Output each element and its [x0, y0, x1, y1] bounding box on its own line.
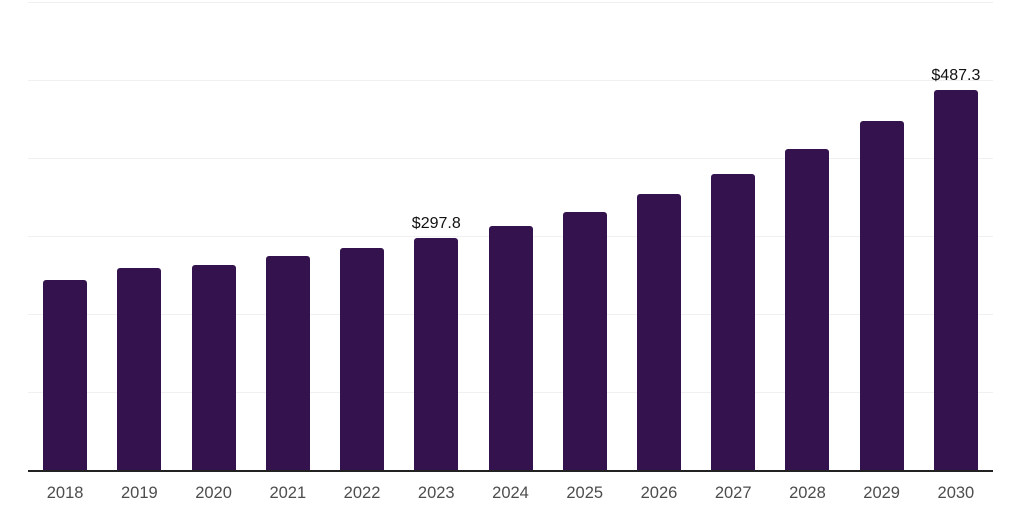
x-tick-label-2019: 2019	[120, 484, 158, 502]
x-tick-label-2022: 2022	[343, 484, 381, 502]
x-tick-label-2026: 2026	[640, 484, 678, 502]
bar-2027	[711, 173, 756, 470]
bar-2028	[785, 149, 830, 470]
gridline	[28, 158, 993, 159]
x-tick-label-2028: 2028	[789, 484, 826, 502]
x-tick-label-2020: 2020	[195, 484, 232, 502]
x-tick-label-2023: 2023	[417, 484, 455, 502]
bar-2022	[340, 247, 385, 470]
gridline	[28, 2, 993, 3]
x-tick-label-2024: 2024	[492, 484, 529, 502]
bar-2018	[43, 279, 88, 470]
bar-2025	[562, 211, 607, 470]
bar-2021	[265, 255, 310, 470]
bar-2020	[191, 264, 236, 470]
bar-2024	[488, 225, 533, 470]
x-axis-line	[28, 470, 993, 472]
bar-2026	[636, 193, 681, 470]
plot-area: $297.8 $487.3	[28, 2, 993, 470]
bar-2023	[414, 237, 459, 470]
data-label-2030: $487.3	[931, 66, 981, 84]
bar-2019	[117, 267, 162, 470]
x-tick-label-2018: 2018	[46, 484, 84, 502]
x-tick-label-2027: 2027	[714, 484, 752, 502]
bar-2029	[859, 121, 904, 470]
x-tick-label-2030: 2030	[937, 484, 975, 502]
x-tick-label-2025: 2025	[566, 484, 604, 502]
x-tick-label-2029: 2029	[863, 484, 900, 502]
bar-2030	[933, 89, 978, 470]
data-label-2023: $297.8	[411, 214, 461, 232]
x-tick-label-2021: 2021	[269, 484, 307, 502]
gridline	[28, 80, 993, 81]
